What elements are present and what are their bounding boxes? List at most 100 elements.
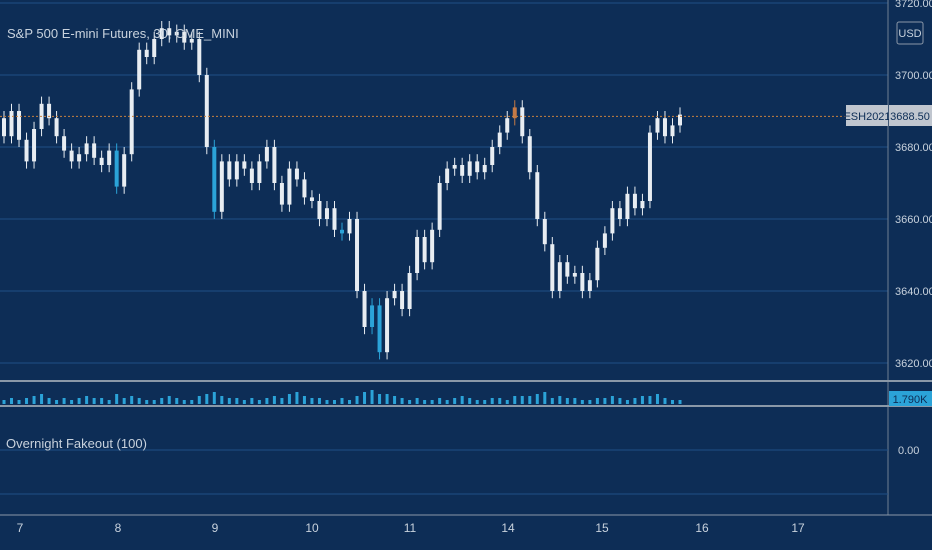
candle bbox=[249, 168, 254, 183]
volume-bar bbox=[588, 400, 592, 404]
candle bbox=[467, 161, 472, 176]
volume-bar bbox=[212, 392, 216, 404]
candle bbox=[152, 39, 157, 57]
candle bbox=[625, 193, 630, 219]
candle bbox=[242, 161, 247, 169]
price-axis[interactable]: 3620.00 3640.00 3660.00 3680.00 3700.00 3720.… bbox=[895, 0, 932, 370]
volume-bar bbox=[122, 398, 126, 404]
volume-bar bbox=[272, 396, 276, 404]
volume-bar bbox=[85, 396, 89, 404]
volume-bar bbox=[2, 400, 6, 404]
candles-layer bbox=[2, 21, 682, 360]
symbol-badge-label: ESH2021 bbox=[843, 111, 890, 123]
candle bbox=[670, 125, 675, 137]
volume-bar bbox=[25, 398, 29, 404]
volume-bar bbox=[513, 396, 517, 404]
symbol-badge bbox=[846, 105, 888, 126]
time-tick-label: 10 bbox=[305, 521, 319, 535]
candle bbox=[460, 165, 465, 176]
candle bbox=[385, 298, 390, 353]
volume-bar bbox=[235, 398, 239, 404]
volume-bar bbox=[400, 398, 404, 404]
volume-bar bbox=[265, 398, 269, 404]
symbol-title[interactable]: S&P 500 E-mini Futures, 30, CME_MINI bbox=[7, 26, 239, 41]
volume-bar bbox=[70, 400, 74, 404]
volume-bar bbox=[55, 400, 59, 404]
candle bbox=[647, 132, 652, 201]
candle bbox=[482, 165, 487, 173]
time-tick-label: 16 bbox=[695, 521, 709, 535]
candle bbox=[347, 219, 352, 234]
candle bbox=[324, 208, 329, 219]
volume-bar bbox=[40, 394, 44, 404]
volume-bar bbox=[655, 394, 659, 404]
volume-bar bbox=[47, 398, 51, 404]
candle bbox=[437, 183, 442, 230]
volume-bar bbox=[603, 398, 607, 404]
volume-bar bbox=[430, 400, 434, 404]
candle bbox=[219, 161, 224, 212]
volume-bar bbox=[475, 400, 479, 404]
last-price-value: 3688.50 bbox=[890, 111, 930, 123]
candle bbox=[264, 147, 269, 162]
volume-bars bbox=[2, 390, 682, 404]
candle bbox=[279, 183, 284, 205]
volume-bar bbox=[565, 398, 569, 404]
candle bbox=[655, 118, 660, 133]
volume-bar bbox=[348, 400, 352, 404]
volume-bar bbox=[610, 396, 614, 404]
candle bbox=[340, 229, 344, 234]
price-tick-label: 3640.00 bbox=[895, 286, 932, 298]
candle bbox=[69, 150, 74, 162]
volume-bar bbox=[370, 390, 374, 404]
volume-bar bbox=[445, 400, 449, 404]
volume-bar bbox=[648, 396, 652, 404]
volume-bar bbox=[10, 398, 14, 404]
candle bbox=[54, 118, 59, 137]
volume-bar bbox=[302, 396, 306, 404]
candle bbox=[362, 291, 367, 327]
candle bbox=[137, 49, 142, 90]
candle bbox=[632, 193, 637, 209]
volume-bar bbox=[490, 398, 494, 404]
price-tick-label: 3620.00 bbox=[895, 358, 932, 370]
volume-bar bbox=[152, 400, 156, 404]
candle bbox=[430, 229, 435, 263]
time-tick-label: 9 bbox=[212, 521, 219, 535]
candle bbox=[452, 165, 457, 169]
candle bbox=[550, 244, 555, 291]
volume-bar bbox=[498, 398, 502, 404]
price-tick-label: 3720.00 bbox=[895, 0, 932, 10]
volume-bar bbox=[32, 396, 36, 404]
candle bbox=[557, 262, 562, 291]
candle bbox=[662, 118, 667, 137]
volume-bar bbox=[310, 398, 314, 404]
price-tick-label: 3680.00 bbox=[895, 142, 932, 154]
candle bbox=[520, 107, 525, 137]
candle bbox=[610, 208, 615, 234]
candle bbox=[84, 143, 89, 155]
candle bbox=[77, 154, 82, 162]
price-tick-label: 3660.00 bbox=[895, 214, 932, 226]
candle bbox=[234, 161, 239, 180]
volume-bar bbox=[250, 398, 254, 404]
candle bbox=[542, 219, 547, 245]
candle bbox=[122, 154, 127, 187]
volume-bar bbox=[197, 396, 201, 404]
indicator-title[interactable]: Overnight Fakeout (100) bbox=[6, 436, 147, 451]
candle bbox=[92, 143, 97, 158]
candle bbox=[317, 201, 322, 219]
volume-bar bbox=[573, 398, 577, 404]
volume-bar bbox=[385, 394, 389, 404]
volume-bar bbox=[378, 394, 382, 404]
volume-bar bbox=[520, 396, 524, 404]
candle bbox=[167, 28, 172, 36]
candle bbox=[32, 129, 37, 162]
time-axis[interactable]: 7 8 9 10 11 14 15 16 17 bbox=[17, 521, 805, 535]
currency-badge[interactable] bbox=[896, 21, 924, 45]
candle bbox=[572, 273, 577, 277]
candle bbox=[407, 273, 412, 309]
time-tick-label: 15 bbox=[595, 521, 609, 535]
volume-bar bbox=[640, 396, 644, 404]
